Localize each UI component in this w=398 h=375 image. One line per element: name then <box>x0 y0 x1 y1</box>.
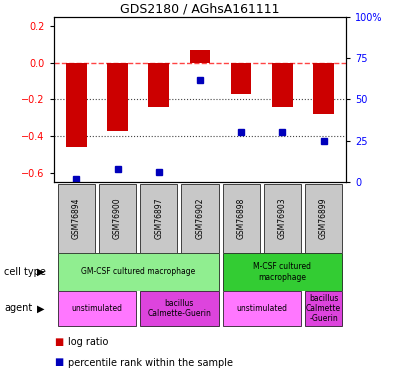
Bar <box>140 184 178 253</box>
Bar <box>190 50 210 63</box>
Text: ▶: ▶ <box>37 267 44 277</box>
Bar <box>222 253 342 291</box>
Bar <box>58 291 136 326</box>
Text: GSM76900: GSM76900 <box>113 198 122 239</box>
Bar <box>313 63 334 114</box>
Bar <box>140 291 219 326</box>
Bar <box>272 63 293 107</box>
Text: GSM76898: GSM76898 <box>237 198 246 239</box>
Bar <box>107 63 128 130</box>
Text: GM-CSF cultured macrophage: GM-CSF cultured macrophage <box>81 267 195 276</box>
Bar <box>148 63 169 107</box>
Text: unstimulated: unstimulated <box>72 304 123 313</box>
Text: bacillus
Calmette-Guerin: bacillus Calmette-Guerin <box>147 299 211 318</box>
Text: unstimulated: unstimulated <box>236 304 287 313</box>
Text: bacillus
Calmette
-Guerin: bacillus Calmette -Guerin <box>306 294 341 323</box>
Bar <box>99 184 136 253</box>
Title: GDS2180 / AGhsA161111: GDS2180 / AGhsA161111 <box>120 3 280 16</box>
Bar <box>231 63 252 94</box>
Text: cell type: cell type <box>4 267 46 277</box>
Bar <box>305 291 342 326</box>
Text: agent: agent <box>4 303 32 313</box>
Text: GSM76899: GSM76899 <box>319 198 328 239</box>
Text: GSM76903: GSM76903 <box>278 198 287 239</box>
Text: ▶: ▶ <box>37 303 44 313</box>
Bar <box>305 184 342 253</box>
Text: ■: ■ <box>54 337 63 347</box>
Bar <box>58 184 95 253</box>
Text: GSM76897: GSM76897 <box>154 198 163 239</box>
Bar <box>66 63 87 147</box>
Text: ■: ■ <box>54 357 63 368</box>
Text: M-CSF cultured
macrophage: M-CSF cultured macrophage <box>254 262 311 282</box>
Bar <box>222 184 260 253</box>
Text: percentile rank within the sample: percentile rank within the sample <box>68 357 233 368</box>
Bar <box>222 291 301 326</box>
Bar <box>264 184 301 253</box>
Text: GSM76894: GSM76894 <box>72 198 81 239</box>
Bar <box>181 184 219 253</box>
Text: log ratio: log ratio <box>68 337 108 347</box>
Bar <box>58 253 219 291</box>
Text: GSM76902: GSM76902 <box>195 198 205 239</box>
